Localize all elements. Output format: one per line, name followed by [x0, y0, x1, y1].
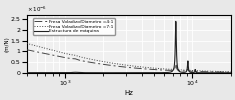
Estructura de máquina: [62, 72, 65, 73]
Estructura de máquina: [193, 71, 196, 73]
Estructura de máquina: [178, 70, 180, 72]
Fresa Voladizo/Diametro =7:1: [25, 43, 28, 44]
Line: Fresa Voladizo/Diametro =4:1: Fresa Voladizo/Diametro =4:1: [27, 50, 231, 72]
Fresa Voladizo/Diametro =4:1: [148, 69, 151, 70]
Line: Estructura de máquina: Estructura de máquina: [27, 21, 231, 73]
Fresa Voladizo/Diametro =4:1: [158, 69, 161, 70]
Fresa Voladizo/Diametro =4:1: [62, 57, 65, 58]
Fresa Voladizo/Diametro =4:1: [103, 64, 106, 65]
Fresa Voladizo/Diametro =4:1: [229, 72, 232, 73]
Fresa Voladizo/Diametro =7:1: [193, 70, 196, 71]
Fresa Voladizo/Diametro =7:1: [103, 61, 106, 62]
Estructura de máquina: [25, 72, 28, 73]
Estructura de máquina: [148, 72, 151, 73]
Fresa Voladizo/Diametro =4:1: [193, 71, 196, 72]
Estructura de máquina: [158, 72, 161, 73]
X-axis label: Hz: Hz: [124, 90, 133, 96]
Text: $\times\,10^{-6}$: $\times\,10^{-6}$: [27, 4, 47, 14]
Fresa Voladizo/Diametro =4:1: [25, 49, 28, 50]
Estructura de máquina: [229, 72, 232, 73]
Fresa Voladizo/Diametro =7:1: [148, 67, 151, 68]
Fresa Voladizo/Diametro =7:1: [62, 52, 65, 54]
Legend: Fresa Voladizo/Diametro =4:1, Fresa Voladizo/Diametro =7:1, Estructura de máquin: Fresa Voladizo/Diametro =4:1, Fresa Vola…: [33, 18, 115, 35]
Fresa Voladizo/Diametro =7:1: [158, 68, 161, 69]
Fresa Voladizo/Diametro =4:1: [178, 70, 180, 71]
Estructura de máquina: [174, 21, 177, 22]
Fresa Voladizo/Diametro =7:1: [178, 69, 180, 70]
Estructura de máquina: [103, 72, 106, 73]
Fresa Voladizo/Diametro =7:1: [229, 71, 232, 72]
Y-axis label: (m/N): (m/N): [4, 36, 9, 52]
Line: Fresa Voladizo/Diametro =7:1: Fresa Voladizo/Diametro =7:1: [27, 43, 231, 72]
